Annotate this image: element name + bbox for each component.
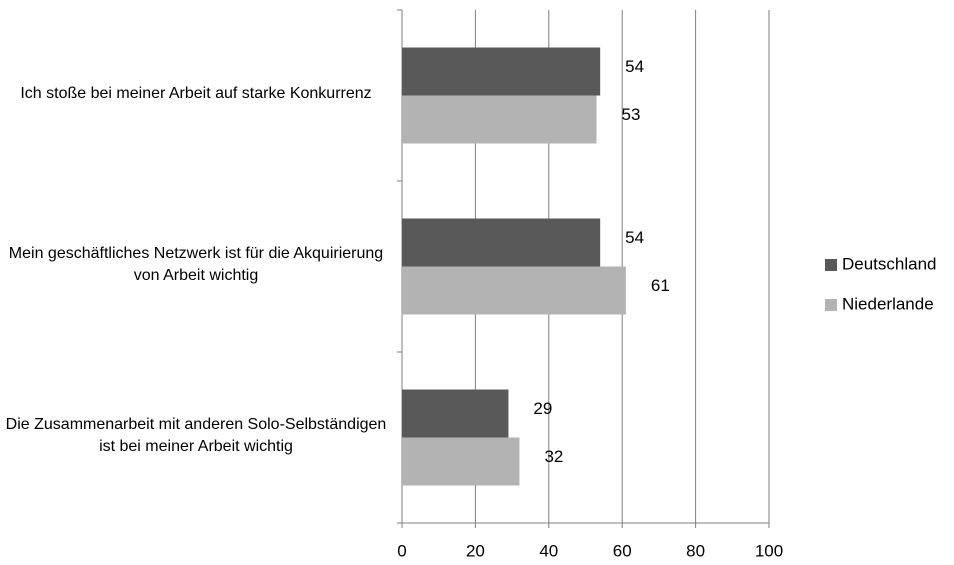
bar bbox=[402, 95, 597, 144]
value-label: 29 bbox=[533, 399, 552, 418]
bar bbox=[402, 266, 626, 315]
x-tick-label: 80 bbox=[686, 541, 705, 560]
category-label: Mein geschäftliches Netzwerk ist für die… bbox=[8, 244, 384, 284]
x-tick-label: 60 bbox=[613, 541, 632, 560]
value-label: 54 bbox=[625, 228, 644, 247]
x-tick-label: 20 bbox=[466, 541, 485, 560]
value-label: 54 bbox=[625, 57, 644, 76]
legend-label: Deutschland bbox=[842, 254, 937, 273]
x-tick-label: 0 bbox=[397, 541, 406, 560]
value-label: 53 bbox=[622, 105, 641, 124]
x-tick-label: 40 bbox=[539, 541, 558, 560]
bar bbox=[402, 437, 520, 486]
x-tick-label: 100 bbox=[755, 541, 783, 560]
legend-swatch bbox=[825, 299, 837, 311]
bar bbox=[402, 389, 509, 438]
value-label: 61 bbox=[651, 276, 670, 295]
bar bbox=[402, 47, 601, 96]
value-label: 32 bbox=[544, 447, 563, 466]
category-label: Ich stoße bei meiner Arbeit auf starke K… bbox=[20, 84, 372, 102]
legend-swatch bbox=[825, 259, 837, 271]
bar bbox=[402, 218, 601, 267]
category-label: Die Zusammenarbeit mit anderen Solo-Selb… bbox=[5, 415, 387, 455]
legend-label: Niederlande bbox=[842, 294, 934, 313]
